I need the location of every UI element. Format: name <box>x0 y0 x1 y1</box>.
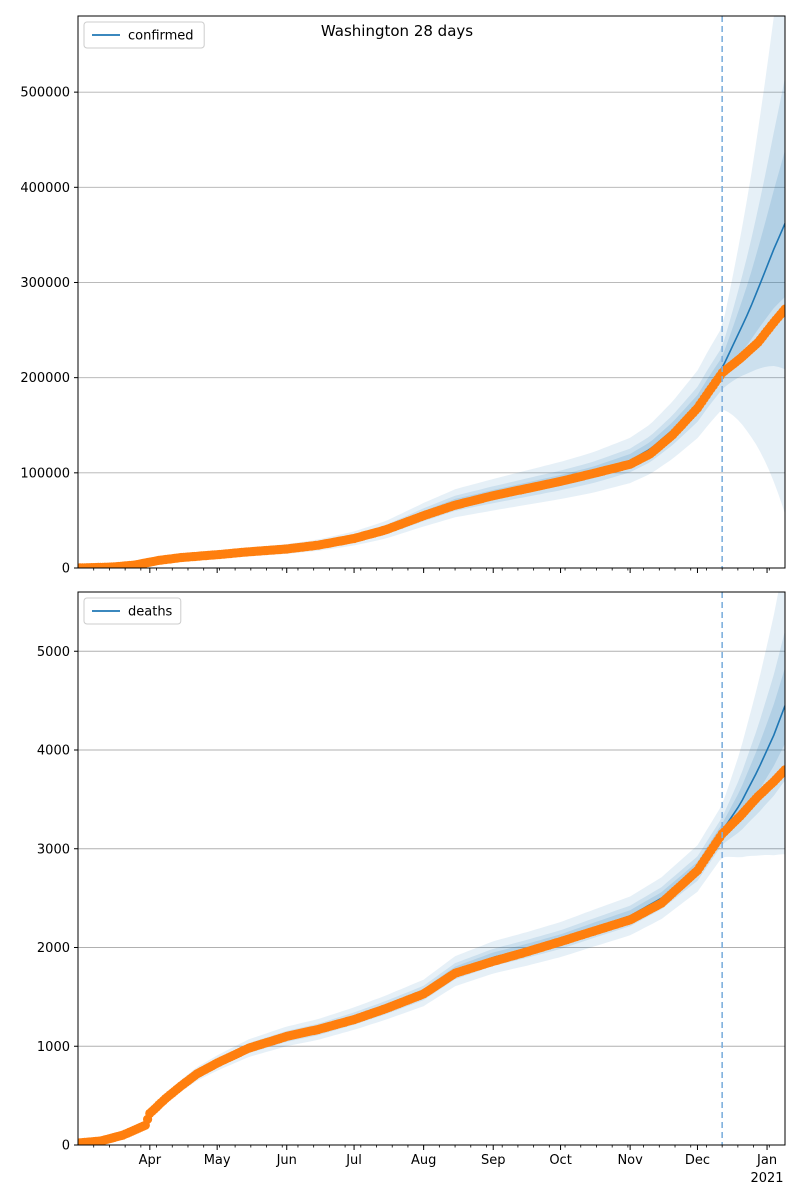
plot-area <box>78 592 785 1145</box>
legend-box <box>83 597 182 625</box>
legend-box <box>83 21 205 49</box>
x-tick-label: Jul <box>345 1153 362 1168</box>
uncertainty-band <box>78 592 785 1145</box>
x-tick-label: Dec <box>685 1153 710 1168</box>
x-tick-label: Sep <box>481 1153 506 1168</box>
legend-label: confirmed <box>128 29 194 44</box>
deaths-panel: 0 1000 2000 3000 4000 5000 Apr May Jun Jul Aug Sep O… <box>37 591 786 1186</box>
uncertainty-band <box>78 16 785 568</box>
y-tick-label: 0 <box>62 562 70 577</box>
y-tick-label: 3000 <box>37 842 70 857</box>
legend-label: deaths <box>128 605 173 620</box>
x-tick-label: Oct <box>549 1153 571 1168</box>
observed-point <box>780 765 785 775</box>
uncertainty-band <box>78 77 785 568</box>
observed-series <box>78 304 785 568</box>
y-tick-label: 4000 <box>37 744 70 759</box>
observed-series <box>78 765 785 1145</box>
y-tick-label: 2000 <box>37 941 70 956</box>
legend: confirmed <box>83 21 205 49</box>
x-tick-label: Jun <box>276 1153 297 1168</box>
uncertainty-band <box>78 150 785 568</box>
y-tick-label: 400000 <box>20 181 70 196</box>
legend: deaths <box>83 597 182 625</box>
y-tick-label: 5000 <box>37 645 70 660</box>
uncertainty-band <box>78 667 785 1145</box>
y-tick-label: 100000 <box>20 466 70 481</box>
confirmed-panel: 0 100000 200000 300000 400000 500000 confirmed <box>20 15 786 577</box>
y-tick-label: 200000 <box>20 371 70 386</box>
x-tick-label: Nov <box>617 1153 643 1168</box>
y-tick-label: 1000 <box>37 1040 70 1055</box>
x-tick-label: May <box>204 1153 231 1168</box>
x-tick-label: Jan <box>756 1153 777 1168</box>
y-tick-label: 0 <box>62 1139 70 1154</box>
axes-frame <box>77 15 786 569</box>
figure-title: Washington 28 days <box>321 22 473 40</box>
y-tick-label: 300000 <box>20 276 70 291</box>
plot-area <box>78 16 785 568</box>
observed-point <box>780 304 785 314</box>
model-line <box>78 705 785 1144</box>
axes-frame <box>77 591 786 1146</box>
x-tick-label: Apr <box>139 1153 162 1168</box>
y-tick-label: 500000 <box>20 86 70 101</box>
x-tick-year-label: 2021 <box>750 1171 783 1186</box>
x-tick-label: Aug <box>411 1153 436 1168</box>
